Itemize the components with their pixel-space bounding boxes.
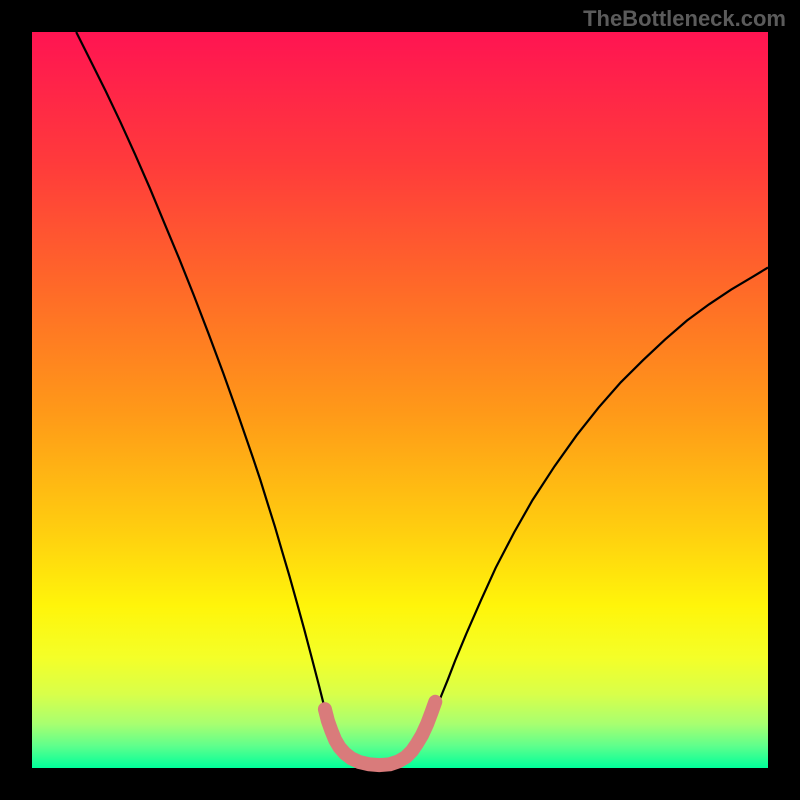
left-curve bbox=[76, 32, 381, 766]
chart-svg bbox=[0, 0, 800, 800]
right-curve bbox=[382, 268, 768, 766]
watermark-text: TheBottleneck.com bbox=[583, 6, 786, 32]
highlight-curve bbox=[325, 702, 435, 765]
